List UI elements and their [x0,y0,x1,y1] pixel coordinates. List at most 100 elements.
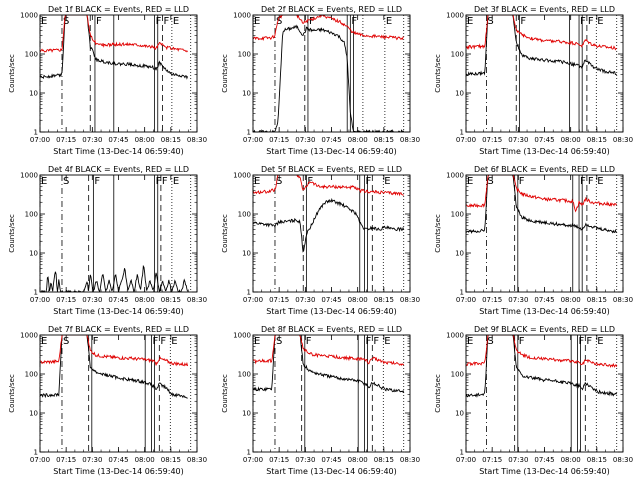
x-tick-label: 08:30 [613,296,633,304]
x-tick-label: 08:00 [348,456,368,464]
event-marker-label: F [373,336,379,347]
chart-panel: Det 5f BLACK = Events, RED = LLD Counts/s… [221,165,420,316]
chart-title: Det 4f BLACK = Events, RED = LLD [48,165,189,174]
plot-frame [39,174,198,293]
x-axis-label: Start Time (13-Dec-14 06:59:40) [53,147,184,156]
x-tick-label: 08:15 [587,136,607,144]
plot-frame [465,14,624,133]
chart-title: Det 2f BLACK = Events, RED = LLD [261,5,402,14]
x-tick-label: 07:00 [30,136,50,144]
y-tick-label: 1000 [20,332,38,340]
event-marker-label: E [171,336,177,347]
x-tick-label: 08:15 [161,136,181,144]
event-marker-label: F [586,336,592,347]
x-tick-label: 08:00 [135,136,155,144]
series-line [466,175,617,234]
chart-title: Det 9f BLACK = Events, RED = LLD [474,325,615,334]
y-tick-label: 10 [29,90,38,98]
plot-frame [252,334,411,453]
plot-frame [465,334,624,453]
x-axis-label: Start Time (13-Dec-14 06:59:40) [266,147,397,156]
x-tick-label: 07:30 [508,296,528,304]
x-tick-label: 07:30 [295,456,315,464]
x-axis-label: Start Time (13-Dec-14 06:59:40) [53,467,184,476]
series-line [40,335,189,367]
x-axis-label: Start Time (13-Dec-14 06:59:40) [479,307,610,316]
chart-panel: Det 1f BLACK = Events, RED = LLD Counts/s… [8,5,207,156]
y-tick-label: 1 [34,129,38,137]
chart-panel: Det 2f BLACK = Events, RED = LLD Counts/s… [221,5,420,156]
y-tick-label: 1000 [446,332,464,340]
y-tick-label: 1 [34,449,38,457]
chart-panel: Det 6f BLACK = Events, RED = LLD Counts/s… [434,165,633,316]
y-tick-label: 1 [247,129,251,137]
y-tick-label: 10 [242,250,251,258]
y-tick-label: 1 [247,289,251,297]
event-marker-label: E [41,16,47,27]
plot-frame [252,174,411,293]
event-marker-label: F [163,16,169,27]
y-axis-label: Counts/sec [221,54,229,93]
x-tick-label: 08:30 [187,296,207,304]
event-marker-label: E [173,16,179,27]
y-axis-label: Counts/sec [8,374,16,413]
x-tick-label: 07:45 [321,136,341,144]
event-marker-label: F [580,16,586,27]
series-line [466,175,618,213]
y-axis-label: Counts/sec [434,214,442,253]
y-tick-label: 100 [25,51,38,59]
y-tick-label: 1 [460,289,464,297]
x-tick-label: 07:15 [56,456,76,464]
event-marker-label: F [93,336,99,347]
y-tick-label: 1 [34,289,38,297]
event-marker-label: E [41,336,47,347]
y-axis-label: Counts/sec [221,374,229,413]
chart-title: Det 7f BLACK = Events, RED = LLD [48,325,189,334]
chart-panel: Det 9f BLACK = Events, RED = LLD Counts/s… [434,325,633,476]
event-marker-label: E [254,176,260,187]
y-tick-label: 10 [242,90,251,98]
x-tick-label: 08:15 [161,296,181,304]
event-marker-label: F [306,336,312,347]
y-tick-label: 100 [25,371,38,379]
x-tick-label: 07:30 [82,456,102,464]
y-tick-label: 10 [29,250,38,258]
x-tick-label: 07:30 [508,136,528,144]
x-tick-label: 07:00 [243,296,263,304]
plot-frame [39,334,198,453]
x-tick-label: 07:15 [269,136,289,144]
chart-panel: Det 3f BLACK = Events, RED = LLD Counts/s… [434,5,633,156]
y-tick-label: 1 [460,129,464,137]
x-tick-label: 08:30 [400,456,420,464]
y-axis-label: Counts/sec [8,54,16,93]
x-tick-label: 08:15 [374,456,394,464]
y-tick-label: 10 [455,90,464,98]
event-marker-label: S [276,336,282,347]
x-tick-label: 08:15 [374,296,394,304]
event-marker-label: E [41,176,47,187]
event-marker-label: F [365,176,371,187]
event-marker-label: F [156,16,162,27]
x-tick-label: 07:45 [534,136,554,144]
chart-title: Det 8f BLACK = Events, RED = LLD [261,325,402,334]
y-tick-label: 10 [455,410,464,418]
chart-panel: Det 4f BLACK = Events, RED = LLD Counts/s… [8,165,207,316]
event-marker-label: E [254,16,260,27]
event-marker-label: S [487,16,493,27]
series-line [466,15,617,51]
x-tick-label: 07:15 [269,296,289,304]
series-line [40,335,188,399]
y-tick-label: 100 [238,211,251,219]
event-marker-label: F [365,336,371,347]
event-marker-label: S [276,16,282,27]
plot-frame [252,14,411,133]
series-line [253,15,404,41]
x-tick-label: 08:15 [587,296,607,304]
x-tick-label: 08:30 [187,456,207,464]
y-tick-label: 10 [29,410,38,418]
x-tick-label: 08:15 [587,456,607,464]
y-tick-label: 100 [451,211,464,219]
y-axis-label: Counts/sec [221,214,229,253]
x-tick-label: 08:00 [135,456,155,464]
x-tick-label: 08:30 [400,136,420,144]
